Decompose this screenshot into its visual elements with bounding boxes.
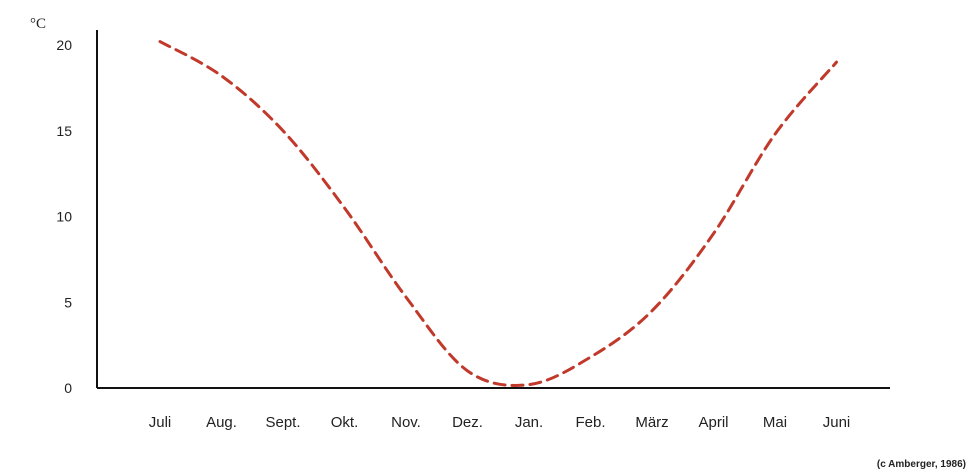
data-point	[281, 129, 285, 133]
data-point	[835, 60, 839, 64]
y-tick-label: 15	[56, 123, 72, 139]
x-tick-label: April	[698, 414, 728, 431]
y-tick-label: 20	[56, 37, 72, 53]
data-point	[466, 369, 470, 373]
y-tick-labels: 0 5 10 15 20	[56, 37, 72, 396]
x-tick-label: Feb.	[575, 414, 605, 431]
data-point	[773, 132, 777, 136]
x-tick-label: Okt.	[331, 414, 359, 431]
data-point	[158, 40, 162, 44]
y-unit-label: °C	[30, 16, 46, 32]
data-point	[343, 206, 347, 210]
data-point	[220, 74, 224, 78]
x-tick-label: Juni	[823, 414, 851, 431]
data-point	[527, 383, 531, 387]
x-tick-label: Sept.	[265, 414, 300, 431]
y-tick-label: 5	[64, 294, 72, 310]
x-tick-label: März	[635, 414, 668, 431]
x-tick-label: Juli	[149, 414, 172, 431]
y-tick-label: 0	[64, 380, 72, 396]
series-line	[158, 40, 838, 387]
y-tick-label: 10	[56, 209, 72, 225]
x-tick-label: Mai	[763, 414, 787, 431]
x-tick-label: Jan.	[515, 414, 543, 431]
data-point	[404, 295, 408, 299]
data-point	[712, 232, 716, 236]
x-tick-label: Aug.	[206, 414, 237, 431]
x-tick-label: Dez.	[452, 414, 483, 431]
series-group	[158, 40, 839, 387]
data-point	[589, 355, 593, 359]
x-tick-label: Nov.	[391, 414, 421, 431]
data-point	[650, 309, 654, 313]
x-tick-labels: Juli Aug. Sept. Okt. Nov. Dez. Jan. Feb. März Apr…	[149, 414, 851, 431]
source-credit: (c Amberger, 1986)	[877, 459, 966, 470]
